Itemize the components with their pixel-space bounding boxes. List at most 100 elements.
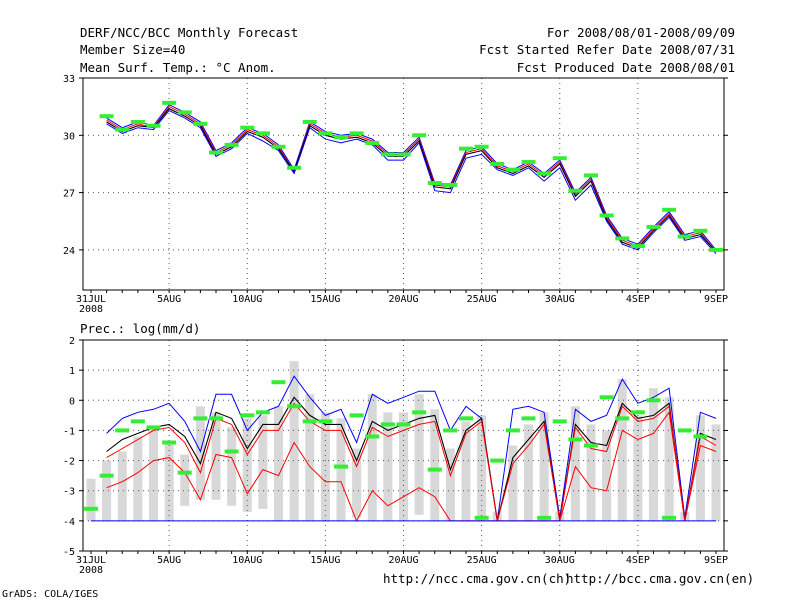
obs-marker — [287, 165, 302, 170]
obs-marker — [459, 146, 473, 151]
range-bar — [149, 427, 158, 521]
obs-marker — [224, 449, 239, 454]
x-tick-label: 20AUG — [388, 294, 418, 305]
obs-marker — [584, 173, 598, 178]
obs-marker — [521, 160, 536, 165]
obs-marker — [505, 428, 520, 433]
series-line-upper — [106, 104, 717, 251]
obs-marker — [677, 234, 692, 239]
y-tick-label: 0 — [69, 396, 75, 407]
range-bar — [336, 418, 346, 521]
obs-marker — [130, 119, 145, 124]
range-bar — [399, 412, 408, 521]
obs-marker — [240, 125, 255, 130]
range-bar — [508, 445, 518, 521]
y-tick-label: -3 — [63, 487, 75, 498]
grads-credit: GrADS: COLA/IGES — [2, 589, 99, 600]
x-tick-year: 2008 — [79, 304, 103, 315]
range-bar — [633, 415, 643, 521]
range-bar — [445, 448, 455, 521]
range-bar — [195, 406, 205, 500]
obs-marker — [568, 437, 583, 442]
obs-marker — [146, 425, 161, 430]
obs-marker — [115, 127, 130, 132]
range-bar — [524, 424, 533, 521]
obs-marker — [443, 182, 458, 187]
obs-marker — [599, 213, 614, 218]
obs-marker — [84, 506, 98, 511]
range-bar — [227, 427, 237, 506]
obs-marker — [568, 188, 583, 193]
obs-marker — [427, 181, 442, 186]
x-tick-label: 25AUG — [467, 294, 497, 305]
obs-marker — [130, 419, 145, 424]
obs-marker — [271, 144, 286, 149]
url-bcc[interactable]: http://bcc.cma.gov.cn(en) — [566, 571, 755, 586]
obs-marker — [443, 428, 458, 433]
obs-marker — [646, 224, 661, 229]
url-ncc[interactable]: http://ncc.cma.gov.cn(ch) — [383, 571, 572, 586]
y-tick-label: 27 — [63, 189, 75, 200]
y-tick-label: -1 — [63, 426, 75, 437]
obs-marker — [240, 413, 255, 418]
x-tick-label: 31JUL — [76, 555, 106, 566]
obs-marker — [255, 131, 270, 136]
obs-marker — [662, 515, 677, 520]
forecast-produced: Fcst Produced Date 2008/08/01 — [516, 60, 735, 75]
x-tick-label: 4SEP — [626, 555, 650, 566]
x-tick-label: 9SEP — [704, 555, 728, 566]
range-bar — [570, 406, 580, 521]
x-tick-label: 30AUG — [545, 555, 575, 566]
range-bar — [117, 451, 127, 521]
range-bar — [164, 442, 174, 521]
range-bar — [133, 436, 143, 521]
x-tick-label: 5AUG — [157, 555, 181, 566]
obs-marker — [365, 434, 380, 439]
obs-marker — [287, 404, 302, 409]
obs-marker — [349, 413, 364, 418]
obs-marker — [224, 142, 239, 147]
y-tick-label: 1 — [69, 366, 75, 377]
range-bar — [539, 412, 549, 521]
series-line-red — [106, 402, 717, 522]
obs-marker — [677, 428, 692, 433]
range-bar — [289, 361, 299, 521]
member-size: Member Size=40 — [80, 42, 186, 57]
obs-marker — [177, 110, 192, 115]
obs-marker — [552, 156, 567, 161]
range-bar — [211, 412, 221, 500]
obs-marker — [630, 410, 645, 415]
obs-marker — [302, 419, 317, 424]
obs-marker — [662, 207, 677, 212]
x-tick-label: 9SEP — [704, 294, 728, 305]
range-bar — [414, 394, 424, 515]
range-bar — [305, 394, 315, 521]
obs-marker — [209, 150, 223, 155]
obs-marker — [209, 416, 223, 421]
obs-marker — [459, 416, 473, 421]
x-tick-label: 5AUG — [157, 294, 181, 305]
x-tick-label: 30AUG — [545, 294, 575, 305]
obs-marker — [365, 140, 380, 145]
x-tick-label: 15AUG — [310, 294, 340, 305]
range-bar — [352, 448, 362, 518]
obs-marker — [693, 434, 708, 439]
range-bar — [258, 415, 268, 509]
range-bar — [711, 424, 721, 521]
obs-marker — [349, 131, 364, 136]
obs-marker — [162, 440, 177, 445]
obs-marker — [255, 410, 270, 415]
range-bar — [586, 424, 596, 521]
y-tick-label: 33 — [63, 74, 75, 85]
obs-marker — [396, 422, 411, 427]
obs-marker — [334, 135, 348, 140]
obs-marker — [318, 419, 333, 424]
range-bar — [383, 412, 393, 521]
y-tick-label: 30 — [63, 131, 75, 142]
x-tick-label: 10AUG — [232, 555, 262, 566]
series-line-red_upper — [106, 105, 717, 253]
obs-marker — [271, 380, 286, 385]
obs-marker — [396, 152, 411, 157]
series-line-mean — [106, 396, 717, 522]
y-tick-label: -4 — [63, 517, 75, 528]
